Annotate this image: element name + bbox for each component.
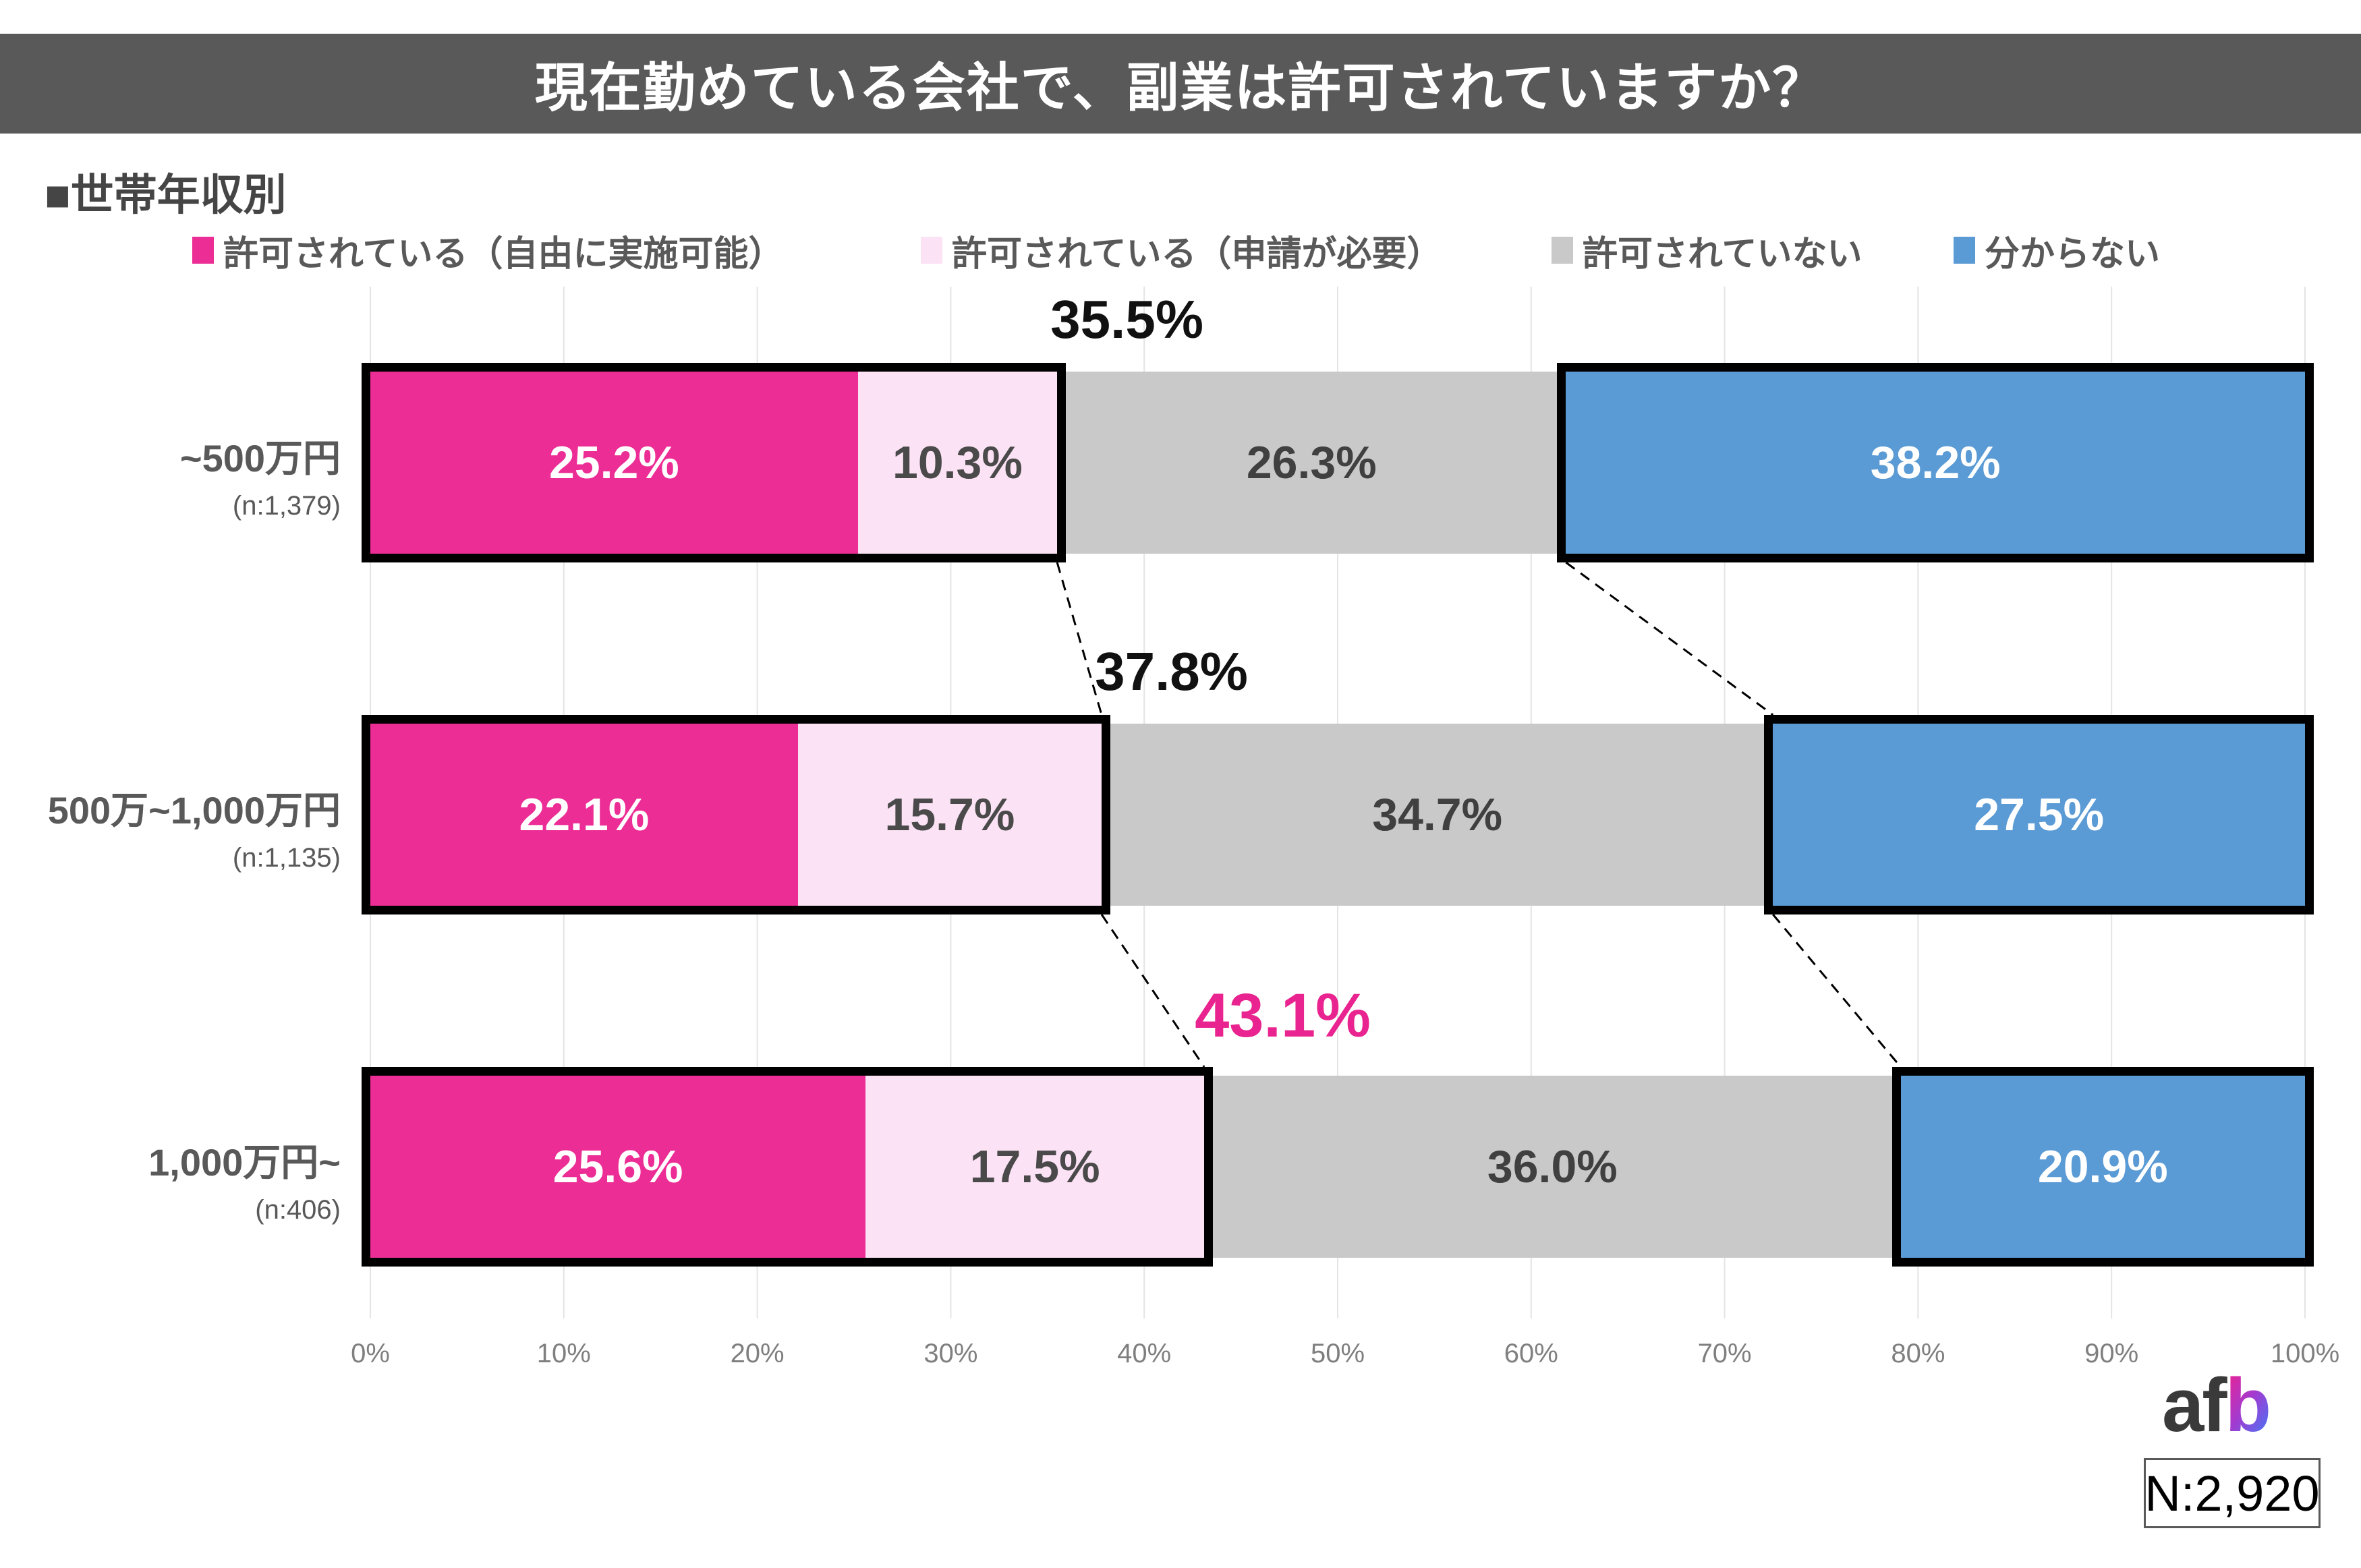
x-tick-label: 80% (1891, 1339, 1945, 1368)
afb-logo-dark-part: af (2162, 1363, 2227, 1447)
category-label: ~500万円 (179, 437, 341, 480)
bar-segment: 27.5% (1773, 724, 2305, 906)
bar-segment: 34.7% (1102, 724, 1773, 906)
legend-item: 分からない (1954, 235, 2160, 274)
legend-swatch (192, 237, 214, 264)
legend-item: 許可されている（自由に実施可能） (192, 235, 783, 274)
legend-label: 分からない (1985, 234, 2161, 274)
sample-size-box: N:2,920 (2144, 1458, 2321, 1528)
section-heading: ■世帯年収別 (45, 171, 287, 219)
legend-swatch (921, 237, 942, 264)
bar-segment: 36.0% (1204, 1076, 1901, 1258)
highlight-outline-box (362, 363, 1066, 562)
dashed-connector (1056, 562, 1103, 716)
x-tick-label: 60% (1504, 1339, 1558, 1368)
combined-value-label: 43.1% (1195, 981, 1371, 1050)
legend-label: 許可されている（申請が必要） (952, 234, 1442, 274)
highlight-outline-box (1891, 1067, 2314, 1267)
x-tick-label: 90% (2084, 1339, 2139, 1368)
chart-title: 現在勤めている会社で、副業は許可されていますか？ (534, 58, 1827, 117)
x-tick-label: 0% (351, 1339, 390, 1368)
x-tick-label: 10% (536, 1339, 591, 1368)
x-tick-label: 100% (2270, 1339, 2340, 1368)
combined-value-label: 35.5% (1050, 289, 1203, 349)
category-n-label: (n:1,135) (232, 843, 341, 873)
highlight-outline-box (362, 715, 1111, 914)
x-tick-label: 30% (923, 1339, 978, 1368)
category-block: 1,000万円~ (n:406) (0, 1141, 341, 1225)
category-n-label: (n:406) (255, 1195, 341, 1225)
legend-swatch (1552, 237, 1573, 264)
x-tick-label: 20% (730, 1339, 785, 1368)
afb-logo: afb (2162, 1368, 2271, 1443)
legend-label: 許可されていない (1583, 234, 1862, 274)
combined-value-label: 37.8% (1095, 641, 1248, 701)
highlight-outline-box (1557, 363, 2314, 562)
highlight-outline-box (1764, 715, 2314, 914)
legend-label: 許可されている（自由に実施可能） (223, 234, 784, 274)
legend-swatch (1954, 237, 1975, 264)
bar-segment: 17.5% (865, 1076, 1205, 1258)
category-block: 500万~1,000万円 (n:1,135) (0, 789, 341, 873)
bar-segment: 25.6% (370, 1076, 866, 1258)
category-label: 1,000万円~ (148, 1141, 341, 1184)
sample-size-value: N:2,920 (2144, 1465, 2320, 1521)
bar-segment: 26.3% (1057, 372, 1566, 554)
highlight-outline-box (362, 1067, 1214, 1267)
bar-segment: 15.7% (797, 724, 1102, 906)
dashed-connector (1565, 561, 1774, 716)
category-block: ~500万円 (n:1,379) (0, 437, 341, 521)
bar-segment: 25.2% (370, 372, 858, 554)
bar-segment: 10.3% (857, 372, 1058, 554)
legend-item: 許可されている（申請が必要） (921, 235, 1442, 274)
x-tick-label: 50% (1310, 1339, 1365, 1368)
dashed-connector (1772, 914, 1902, 1068)
legend-item: 許可されていない (1552, 235, 1862, 274)
category-n-label: (n:1,379) (232, 491, 341, 521)
afb-logo-gradient-part: b (2225, 1363, 2271, 1447)
x-tick-label: 70% (1697, 1339, 1752, 1368)
category-label: 500万~1,000万円 (47, 789, 341, 832)
chart-title-bar: 現在勤めている会社で、副業は許可されていますか？ (0, 34, 2361, 134)
bar-segment: 22.1% (370, 724, 798, 906)
x-tick-label: 40% (1117, 1339, 1172, 1368)
dashed-connector (1100, 914, 1205, 1068)
bar-segment: 20.9% (1900, 1076, 2305, 1258)
bar-segment: 38.2% (1566, 372, 2305, 554)
